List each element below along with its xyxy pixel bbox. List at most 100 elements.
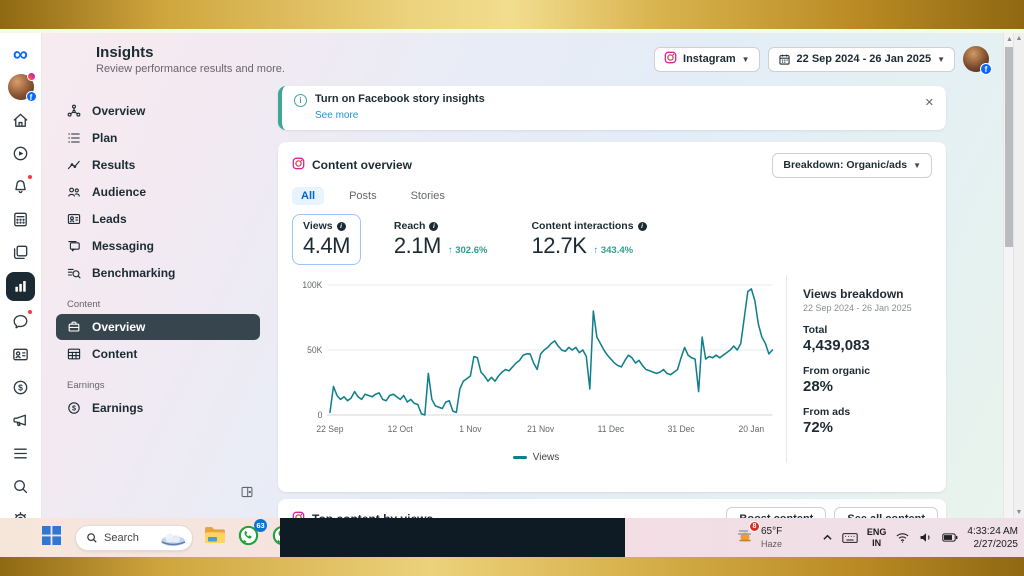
touch-keyboard-icon[interactable] — [842, 532, 858, 544]
svg-text:$: $ — [18, 382, 23, 392]
sidebar-item-overview-content[interactable]: Overview — [56, 314, 260, 340]
rail-business-avatar[interactable]: f — [7, 72, 37, 102]
rail-promotions-icon[interactable] — [8, 407, 34, 433]
weather-art-icon — [161, 533, 186, 546]
metric-reach[interactable]: Reach i 2.1M ↑ 302.6% — [393, 220, 488, 258]
metric-cards: Views i 4.4M Reach i 2.1M ↑ 302.6% Content… — [292, 214, 932, 265]
close-icon[interactable]: ✕ — [924, 97, 934, 109]
sidebar-item-content-content[interactable]: Content — [56, 341, 260, 367]
rail-inbox-icon[interactable] — [8, 308, 34, 334]
tab-stories[interactable]: Stories — [410, 190, 445, 202]
open-app-window[interactable] — [280, 518, 625, 557]
breakdown-organic: 28% — [803, 378, 834, 395]
svg-text:100K: 100K — [302, 280, 322, 290]
facebook-badge: f — [980, 63, 992, 75]
sidebar-item-plan[interactable]: Plan — [56, 125, 260, 151]
window-scrollbar[interactable]: ▲ ▼ — [1013, 33, 1024, 518]
scrollbar-thumb[interactable] — [1005, 47, 1013, 247]
notification-banner: i Turn on Facebook story insights See mo… — [278, 86, 946, 130]
taskbar-weather-widget[interactable]: 8 65°F Haze — [735, 518, 782, 557]
info-icon: i — [336, 221, 346, 231]
metric-views[interactable]: Views i 4.4M — [292, 214, 361, 265]
volume-icon[interactable] — [919, 531, 933, 544]
content-scrollbar[interactable]: ▲ — [1003, 33, 1013, 518]
taskbar-search[interactable]: Search — [75, 524, 193, 551]
instagram-badge — [26, 72, 36, 81]
wifi-icon[interactable] — [895, 531, 910, 544]
svg-text:21 Nov: 21 Nov — [527, 424, 555, 434]
rail-leads-icon[interactable] — [8, 341, 34, 367]
clock-time: 4:33:24 AM — [967, 525, 1018, 537]
meta-business-suite-app: ∞f$? Insights Review performance results… — [0, 33, 1024, 518]
breakdown-selector[interactable]: Breakdown: Organic/ads ▼ — [772, 152, 932, 178]
tab-all[interactable]: All — [292, 187, 325, 205]
banner-title: Turn on Facebook story insights — [315, 93, 485, 105]
insights-header: Insights Review performance results and … — [42, 33, 1003, 85]
sidebar-item-label: Overview — [92, 320, 146, 334]
chevron-down-icon: ▼ — [913, 160, 921, 170]
sidebar-item-audience[interactable]: Audience — [56, 179, 260, 205]
scroll-down-icon[interactable]: ▼ — [1015, 509, 1023, 516]
boost-content-button[interactable]: Boost content — [726, 506, 827, 518]
table-icon — [66, 346, 82, 362]
rail-settings-icon[interactable] — [8, 506, 34, 518]
benchmark-icon — [66, 265, 82, 281]
svg-text:50K: 50K — [307, 345, 322, 355]
see-all-content-button[interactable]: See all content — [834, 506, 938, 518]
chevron-down-icon: ▼ — [937, 54, 945, 64]
language-indicator[interactable]: ENG IN — [866, 526, 887, 548]
metric-delta: ↑ 302.6% — [447, 245, 488, 256]
rail-search-icon[interactable] — [8, 473, 34, 499]
instagram-icon — [292, 511, 305, 518]
haze-weather-icon: 8 — [735, 521, 760, 550]
sidebar-item-benchmarking[interactable]: Benchmarking — [56, 260, 260, 286]
collapse-sidebar-icon[interactable] — [240, 485, 254, 504]
start-button[interactable] — [42, 525, 61, 550]
rail-insights-icon[interactable] — [6, 272, 35, 301]
sidebar-group-label: Content — [67, 299, 101, 310]
metric-content-interactions[interactable]: Content interactions i 12.7K ↑ 343.4% — [520, 214, 657, 265]
notification-dot — [26, 309, 33, 315]
sidebar-item-results[interactable]: Results — [56, 152, 260, 178]
taskbar-clock[interactable]: 4:33:24 AM 2/27/2025 — [967, 525, 1018, 551]
sidebar-item-label: Plan — [92, 131, 118, 145]
sidebar-item-messaging[interactable]: Messaging — [56, 233, 260, 259]
svg-text:$: $ — [72, 404, 76, 413]
metric-value: 4.4M — [303, 233, 350, 258]
sidebar-item-overview[interactable]: Overview — [56, 98, 260, 124]
scroll-up-icon[interactable]: ▲ — [1006, 36, 1013, 43]
account-selector-button[interactable]: Instagram ▼ — [654, 46, 760, 72]
svg-text:0: 0 — [318, 410, 323, 420]
see-more-link[interactable]: See more — [315, 110, 359, 121]
metric-value: 2.1M — [393, 233, 441, 258]
rail-home-icon[interactable] — [8, 107, 34, 133]
svg-text:22 Sep: 22 Sep — [316, 424, 343, 434]
sidebar-item-label: Content — [92, 347, 138, 361]
date-range-selector[interactable]: 22 Sep 2024 - 26 Jan 2025 ▼ — [767, 46, 955, 72]
rail-ads-icon[interactable] — [8, 140, 34, 166]
profile-avatar[interactable]: f — [963, 46, 992, 75]
sidebar-item-label: Leads — [92, 212, 127, 226]
sidebar-item-earnings-earnings[interactable]: $ Earnings — [56, 395, 260, 421]
tray-chevron-up-icon[interactable] — [822, 533, 833, 542]
rail-notifications-icon[interactable] — [8, 173, 34, 199]
page-subtitle: Review performance results and more. — [96, 62, 285, 75]
legend-swatch — [512, 456, 527, 459]
whatsapp-icon-1[interactable]: 63 — [237, 518, 267, 552]
rail-monetization-icon[interactable]: $ — [8, 374, 34, 400]
sidebar-item-leads[interactable]: Leads — [56, 206, 260, 232]
battery-icon[interactable] — [942, 532, 958, 543]
scroll-up-icon[interactable]: ▲ — [1015, 35, 1023, 42]
pale-strip — [0, 29, 1024, 33]
views-line-chart: 0 50K 100K 22 Sep 12 Oct 1 Nov 21 Nov 11 Dec 31 … — [292, 275, 780, 463]
rail-pages-icon[interactable] — [8, 239, 34, 265]
left-icon-rail: ∞f$? — [0, 33, 42, 518]
section-title: Content overview — [312, 158, 413, 172]
tab-posts[interactable]: Posts — [349, 190, 377, 202]
file-explorer-icon[interactable] — [204, 526, 226, 549]
rail-more-menu-icon[interactable] — [8, 440, 34, 466]
rail-meta-logo[interactable]: ∞ — [8, 41, 34, 67]
svg-text:12 Oct: 12 Oct — [388, 424, 414, 434]
rail-billing-icon[interactable] — [8, 206, 34, 232]
